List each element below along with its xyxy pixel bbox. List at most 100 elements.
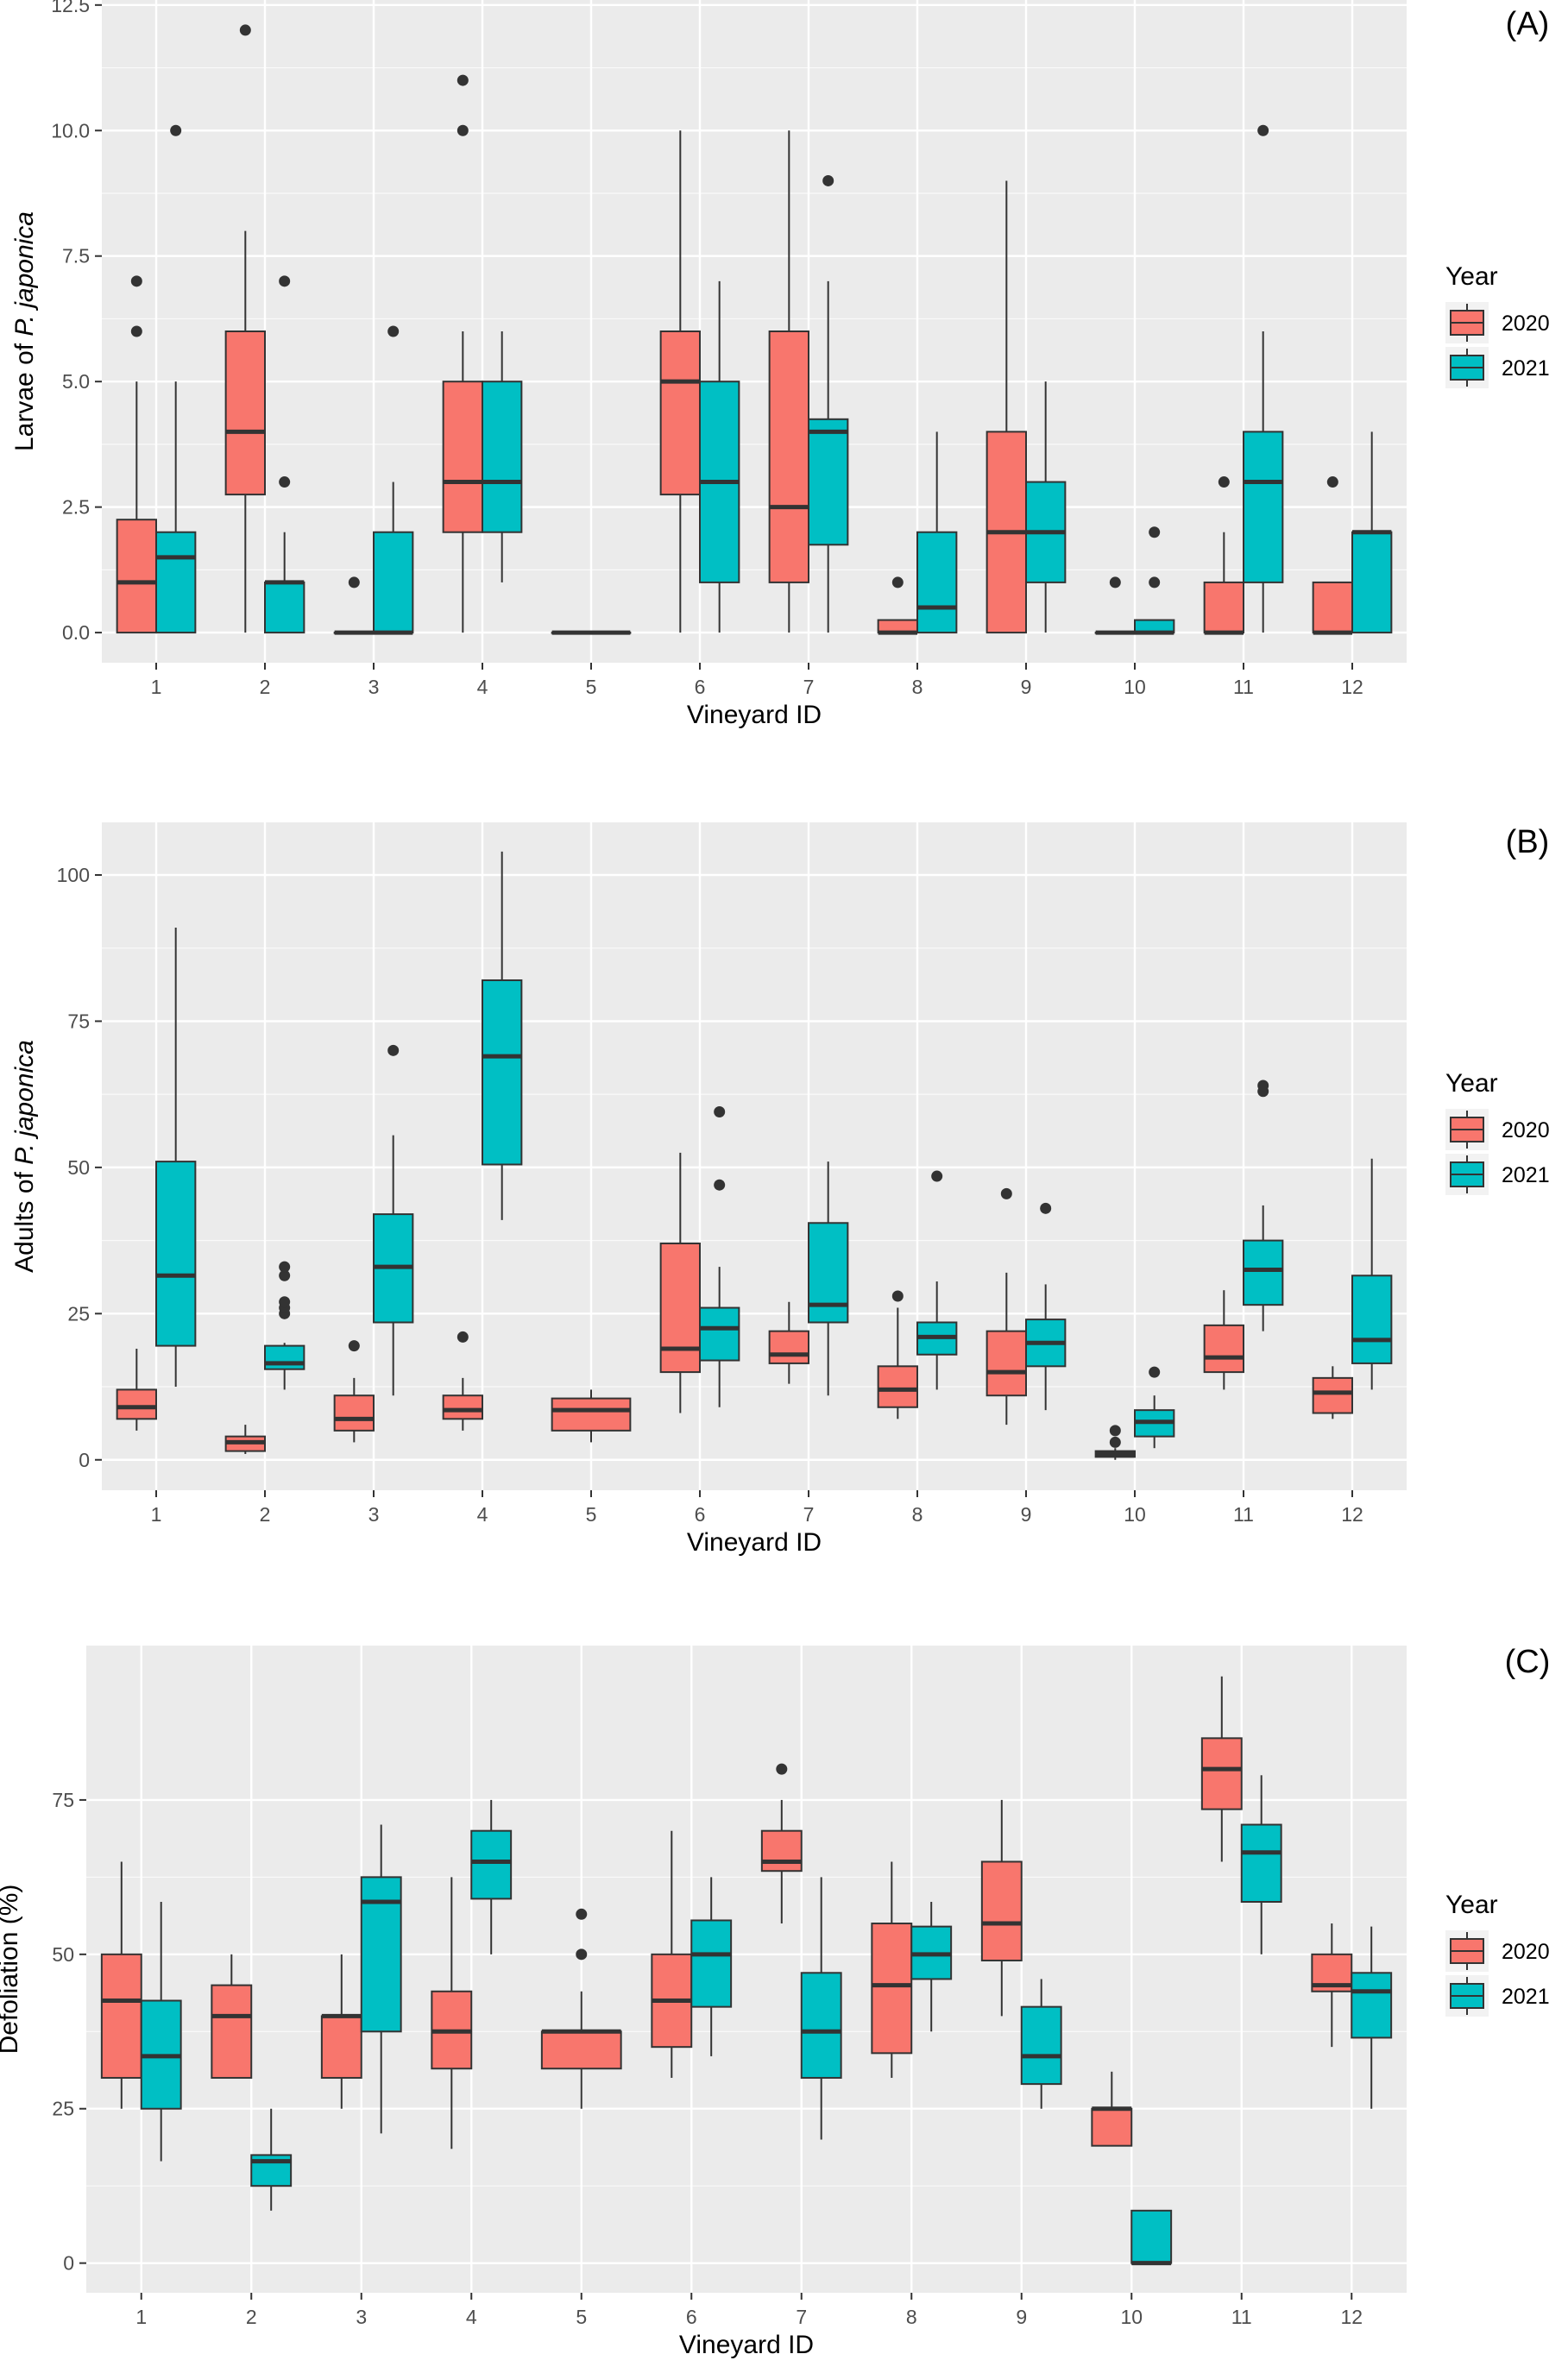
outlier-point [387, 1044, 400, 1056]
y-axis-title-text: Larvae of [10, 337, 39, 451]
legend-entry-2020: 2020 [1502, 1940, 1550, 1964]
outlier-point [279, 1269, 291, 1281]
box-2020-vineyard-4 [442, 1331, 484, 1431]
x-tick-label: 7 [803, 1503, 815, 1526]
outlier-point [1149, 526, 1161, 538]
x-tick-label: 10 [1124, 1503, 1146, 1526]
box-2020-vineyard-2 [224, 1425, 267, 1454]
box-2021-vineyard-6 [699, 280, 740, 633]
y-axis-title: Defoliation (%) [0, 1885, 23, 2055]
box-body [1243, 1239, 1284, 1306]
box-body [1351, 1972, 1393, 2039]
box-body [986, 1330, 1028, 1397]
outlier-point [170, 124, 182, 136]
box-2020-vineyard-2 [224, 24, 267, 633]
y-tick-label: 75 [52, 1789, 74, 1811]
box-body [373, 531, 414, 634]
x-tick-label: 4 [466, 2306, 477, 2328]
outlier-point [348, 576, 360, 589]
box-body [1203, 1324, 1245, 1374]
outlier-point [1257, 124, 1269, 136]
box-2021-vineyard-9 [1025, 381, 1067, 633]
outlier-point [130, 275, 142, 287]
x-tick-label: 9 [1021, 1503, 1032, 1526]
outlier-point [279, 1261, 291, 1273]
box-2021-vineyard-7 [808, 174, 849, 633]
x-axis-title: Vineyard ID [679, 2331, 814, 2359]
panel-label: (B) [1506, 824, 1550, 860]
outlier-point [714, 1179, 726, 1191]
box-body [1351, 531, 1393, 634]
x-tick-label: 5 [586, 676, 597, 698]
box-2021-vineyard-2 [264, 1261, 305, 1390]
x-tick-label: 7 [796, 2306, 807, 2328]
box-2021-vineyard-2 [264, 275, 305, 634]
box-2020-vineyard-12 [1311, 1923, 1353, 2048]
x-axis-title: Vineyard ID [687, 701, 822, 729]
y-axis-title-species: P. japonica [10, 211, 39, 337]
box-body [1203, 581, 1245, 634]
x-tick-label: 1 [151, 676, 162, 698]
box-body [540, 2030, 622, 2070]
box-2021-vineyard-4 [482, 331, 523, 582]
y-tick-label: 0.0 [62, 621, 90, 644]
box-2020-vineyard-6 [651, 1830, 693, 2078]
outlier-point [457, 74, 469, 86]
box-body [699, 1306, 740, 1362]
box-2021-vineyard-8 [910, 1901, 953, 2032]
outlier-point [891, 576, 904, 589]
legend-entry-2020: 2020 [1502, 312, 1550, 336]
box-body [442, 381, 484, 533]
box-body [1243, 431, 1284, 583]
box-2020-vineyard-11 [1203, 1290, 1245, 1390]
box-body [320, 2015, 362, 2079]
box-2020-vineyard-9 [986, 1187, 1028, 1426]
outlier-point [576, 1908, 588, 1920]
y-tick-label: 0 [79, 1449, 90, 1471]
x-tick-label: 3 [368, 676, 380, 698]
box-2020-vineyard-1 [100, 1861, 142, 2109]
x-tick-label: 10 [1120, 2306, 1143, 2328]
box-body [768, 1330, 810, 1364]
plot-panel [102, 0, 1407, 663]
y-tick-label: 2.5 [62, 496, 90, 519]
box-2020-vineyard-1 [116, 1348, 157, 1431]
outlier-point [1218, 476, 1230, 488]
box-2021-vineyard-7 [808, 1161, 849, 1396]
box-2021-vineyard-3 [373, 325, 414, 635]
outlier-point [457, 124, 469, 136]
box-body [808, 418, 849, 546]
box-2020-vineyard-9 [986, 180, 1028, 634]
y-tick-label: 100 [57, 864, 90, 886]
box-body [116, 519, 157, 634]
box-2020-vineyard-7 [768, 1301, 810, 1384]
panel-label: (A) [1506, 6, 1550, 42]
x-tick-label: 2 [246, 2306, 257, 2328]
outlier-point [239, 24, 251, 36]
box-2021-vineyard-1 [155, 124, 197, 634]
x-tick-label: 2 [260, 676, 271, 698]
box-body [224, 330, 267, 496]
box-2021-vineyard-11 [1243, 124, 1284, 633]
outlier-point [1000, 1187, 1012, 1199]
box-body [690, 1919, 733, 2008]
x-tick-label: 8 [912, 676, 923, 698]
legend-title: Year [1445, 1891, 1498, 1919]
box-body [470, 1829, 513, 1900]
box-2020-vineyard-11 [1200, 1676, 1243, 1862]
box-body [551, 1397, 632, 1432]
box-2020-vineyard-8 [871, 1861, 913, 2078]
box-2020-vineyard-4 [442, 74, 484, 633]
x-tick-label: 10 [1124, 676, 1146, 698]
box-body [116, 1388, 157, 1420]
box-2021-vineyard-7 [800, 1877, 842, 2140]
box-body [1130, 2209, 1173, 2264]
outlier-point [714, 1105, 726, 1117]
box-body [100, 1953, 142, 2079]
box-2021-vineyard-11 [1240, 1775, 1282, 1954]
outlier-point [576, 1948, 588, 1961]
